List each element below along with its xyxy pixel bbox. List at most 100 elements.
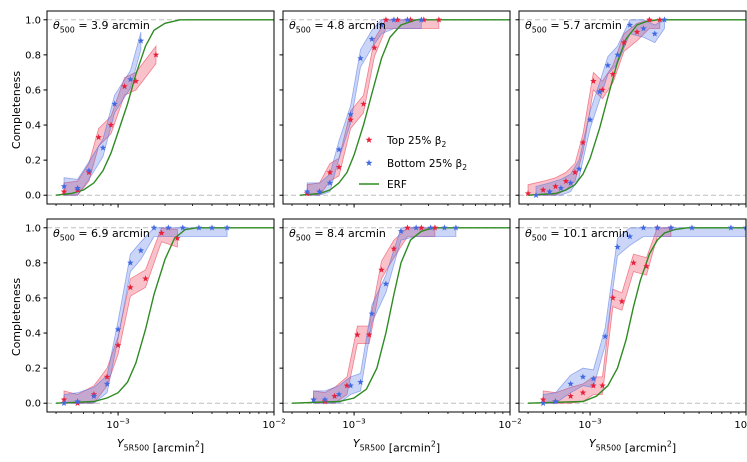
uncertainty-band (306, 19, 440, 196)
panel-title: θ500 = 5.7 arcmin (525, 19, 622, 34)
data-point (596, 88, 603, 95)
legend-label: Bottom 25% β2 (387, 158, 467, 172)
data-point (90, 392, 98, 399)
data-point (360, 100, 367, 107)
data-point (142, 275, 149, 282)
data-point (103, 373, 111, 380)
data-point (382, 16, 390, 23)
axes-frame (46, 10, 275, 205)
uncertainty-band (306, 19, 422, 196)
axes-frame (46, 218, 275, 413)
uncertainty-band (535, 19, 665, 196)
data-point (74, 184, 81, 191)
y-axis-label-text: Completeness (10, 278, 23, 356)
plot-area (527, 224, 746, 406)
data-point (539, 396, 547, 403)
y-axis-label-bottom: Completeness (10, 278, 23, 356)
data-point (343, 382, 351, 389)
data-point (688, 224, 696, 231)
data-point (316, 188, 323, 195)
data-point (656, 16, 664, 23)
data-point (614, 51, 621, 58)
data-point (532, 191, 540, 198)
data-point (599, 382, 606, 389)
data-point (579, 389, 587, 396)
data-point (562, 177, 570, 184)
data-point (390, 245, 398, 252)
legend-item: Top 25% β2 (365, 135, 446, 149)
data-point (331, 392, 338, 399)
data-point (552, 183, 559, 190)
data-point (165, 224, 172, 231)
data-point (60, 183, 68, 190)
legend-label: ERF (387, 179, 407, 191)
data-point (368, 35, 376, 42)
data-point (609, 294, 617, 301)
panel-4: 0.0 0.2 0.4 0.6 0.8 1.0 10−3 10−2 θ500 = 6.9 arc… (25, 218, 286, 454)
panel-6: 10−3 10−2 θ500 = 10.1 arcmin Y5R500 [arcmin… (515, 218, 747, 454)
data-point (127, 259, 134, 266)
x-tick-label: 10−2 (734, 417, 747, 432)
y-tick-label: 0.8 (25, 50, 41, 61)
data-point (539, 186, 547, 193)
data-point (326, 179, 334, 186)
data-point (567, 179, 574, 186)
data-point (601, 333, 609, 340)
data-point (114, 341, 122, 349)
data-point (579, 139, 587, 146)
data-point (60, 188, 68, 195)
data-point (618, 298, 626, 305)
data-point (74, 399, 81, 406)
y-tick-label: 0.6 (25, 293, 41, 304)
axes-frame (518, 218, 747, 413)
data-point (378, 266, 385, 273)
data-point (567, 392, 574, 399)
data-point (150, 224, 158, 231)
data-point (420, 16, 428, 23)
data-point (158, 229, 165, 236)
data-point (640, 224, 647, 231)
data-point (335, 163, 343, 170)
data-point (368, 310, 376, 317)
data-point (620, 39, 628, 46)
data-point (626, 21, 634, 28)
y-tick-label: 0.0 (25, 191, 41, 202)
legend-item: Bottom 25% β2 (365, 158, 467, 172)
data-point (590, 375, 597, 382)
data-point (431, 224, 439, 231)
data-point (626, 233, 634, 240)
data-point (590, 382, 597, 389)
data-point (579, 373, 587, 380)
y-tick-label: 0.2 (25, 156, 41, 167)
data-point (633, 28, 641, 35)
data-point (335, 146, 343, 153)
data-point (179, 224, 187, 231)
data-point (195, 224, 203, 231)
y-tick-label: 1.0 (25, 15, 41, 26)
data-point (643, 262, 650, 270)
data-point (646, 16, 653, 23)
data-point (661, 16, 668, 23)
data-point (95, 133, 102, 141)
data-point (326, 169, 334, 176)
x-tick-label: 10−2 (498, 417, 521, 432)
uncertainty-band (542, 227, 746, 404)
uncertainty-band (63, 227, 228, 404)
y-axis-label-text: Completeness (10, 71, 23, 149)
data-point (427, 224, 434, 231)
data-point (132, 77, 140, 84)
plot-area (524, 16, 746, 198)
data-point (303, 188, 311, 195)
y-tick-label: 1.0 (25, 223, 41, 234)
data-point (435, 16, 443, 23)
data-point (152, 51, 160, 58)
data-point (614, 243, 621, 250)
x-tick-label: 10−3 (106, 417, 129, 432)
panel-title: θ500 = 4.8 arcmin (289, 19, 386, 34)
x-axis-label: Y5R500 [arcmin2] (589, 437, 676, 454)
legend: Top 25% β2 Bottom 25% β2 ERF (359, 135, 467, 191)
data-point (394, 16, 401, 23)
data-point (524, 190, 532, 197)
erf-line (527, 19, 746, 196)
